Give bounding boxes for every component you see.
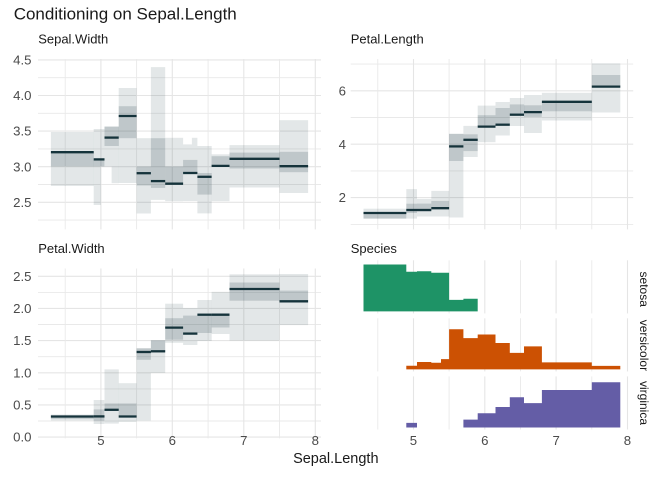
svg-text:8: 8 [312, 433, 319, 448]
svg-text:4: 4 [339, 137, 346, 152]
svg-text:3.5: 3.5 [13, 124, 31, 139]
svg-text:2: 2 [339, 190, 346, 205]
svg-text:0.0: 0.0 [13, 430, 31, 445]
svg-text:7: 7 [240, 433, 247, 448]
svg-text:versicolor: versicolor [637, 320, 651, 371]
svg-text:1.0: 1.0 [13, 365, 31, 380]
svg-text:2.5: 2.5 [13, 195, 31, 210]
svg-text:6: 6 [481, 433, 488, 448]
svg-text:setosa: setosa [637, 272, 651, 308]
svg-text:6: 6 [339, 83, 346, 98]
svg-text:Conditioning on Sepal.Length: Conditioning on Sepal.Length [14, 4, 237, 23]
svg-text:1.5: 1.5 [13, 333, 31, 348]
svg-text:Species: Species [351, 241, 398, 256]
svg-text:6: 6 [169, 433, 176, 448]
svg-text:Petal.Length: Petal.Length [351, 31, 424, 46]
svg-text:4.0: 4.0 [13, 88, 31, 103]
svg-text:2.5: 2.5 [13, 269, 31, 284]
svg-text:8: 8 [624, 433, 631, 448]
svg-text:5: 5 [410, 433, 417, 448]
svg-text:virginica: virginica [637, 381, 651, 425]
svg-text:4.5: 4.5 [13, 53, 31, 68]
svg-text:5: 5 [97, 433, 104, 448]
svg-text:7: 7 [552, 433, 559, 448]
svg-text:Petal.Width: Petal.Width [38, 241, 104, 256]
svg-text:3.0: 3.0 [13, 159, 31, 174]
svg-text:0.5: 0.5 [13, 398, 31, 413]
svg-text:Sepal.Width: Sepal.Width [38, 31, 108, 46]
svg-text:2.0: 2.0 [13, 301, 31, 316]
svg-text:Sepal.Length: Sepal.Length [293, 451, 378, 467]
